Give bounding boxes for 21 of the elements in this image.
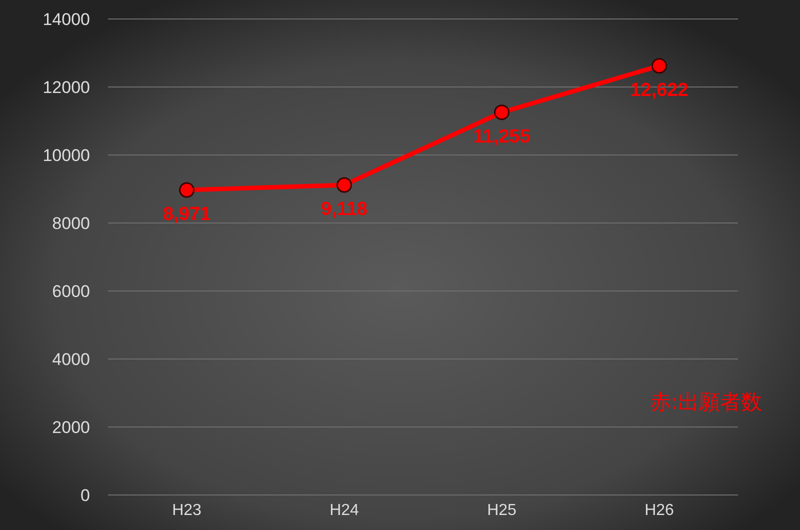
point [336, 177, 352, 193]
text: 赤:出願者数 [650, 390, 762, 414]
data-label: 8,971 [162, 204, 211, 225]
x-tick-label: H23 [172, 502, 202, 519]
y-tick-label: 2000 [52, 418, 90, 437]
point [179, 182, 194, 198]
y-tick-label: 10000 [42, 146, 90, 165]
x-tick-label: H25 [487, 502, 517, 519]
y-tick-label: 6000 [52, 282, 90, 301]
x-tick-label: H24 [330, 502, 360, 519]
y-tick-label: 4000 [52, 350, 90, 369]
y-tick-label: 14000 [42, 10, 90, 29]
point [652, 58, 667, 74]
data-label: 11,255 [473, 126, 531, 148]
data-label: 9,118 [321, 198, 368, 220]
data-label: 12,622 [630, 80, 688, 101]
y-tick-label: 12000 [42, 78, 90, 97]
y-tick-label: 0 [80, 486, 90, 505]
y-tick-label: 8000 [52, 214, 90, 233]
x-tick-label: H26 [644, 502, 674, 519]
point [494, 104, 510, 120]
